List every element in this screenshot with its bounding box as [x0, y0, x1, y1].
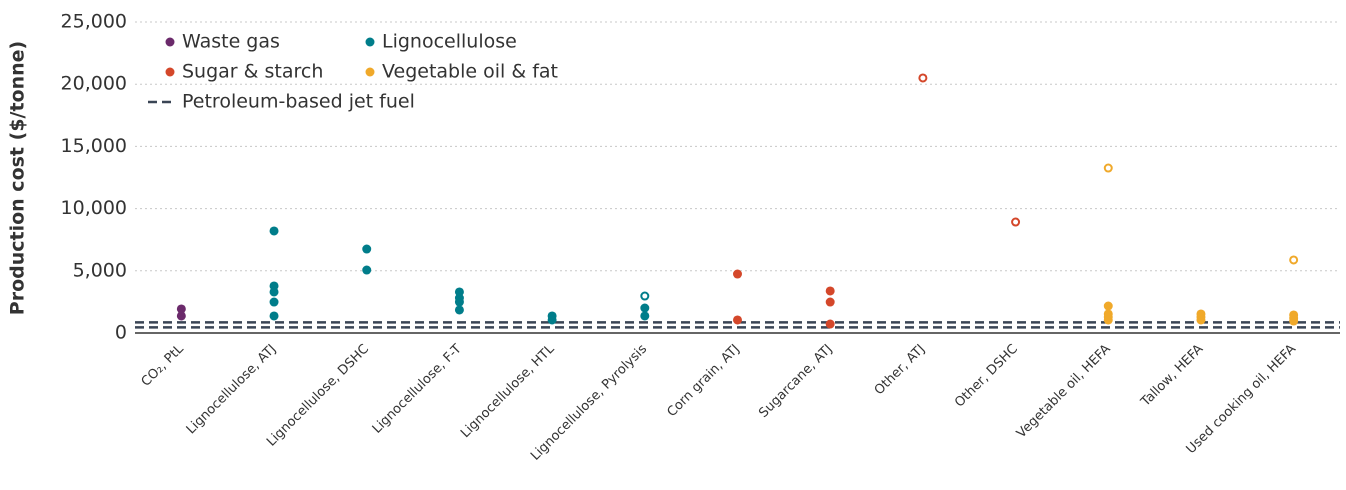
data-point — [640, 311, 650, 321]
data-point — [454, 297, 464, 307]
data-point — [454, 305, 464, 315]
x-tick-label: Vegetable oil, HEFA — [1014, 342, 1114, 442]
y-tick-label: 20,000 — [61, 73, 127, 95]
data-point — [1289, 316, 1299, 326]
x-tick-label: Tallow, HEFA — [1138, 342, 1207, 411]
data-point — [1103, 163, 1113, 173]
x-tick-label: Lignocellulose, HTL — [458, 341, 558, 441]
x-tick-label: Lignocellulose, ATJ — [184, 342, 280, 438]
data-point — [269, 287, 279, 297]
legend-label: Waste gas — [182, 31, 280, 53]
data-point — [269, 226, 279, 236]
data-point — [918, 73, 928, 83]
x-tick-label: Lignocellulose, DSHC — [264, 342, 372, 450]
legend-label: Vegetable oil & fat — [382, 61, 558, 83]
y-tick-label: 5,000 — [73, 259, 127, 281]
data-point — [1289, 255, 1299, 265]
legend-marker — [165, 67, 175, 77]
data-point — [176, 304, 186, 314]
x-tick-label: Used cooking oil, HEFA — [1184, 342, 1299, 457]
data-point — [733, 315, 742, 325]
data-point — [1011, 217, 1021, 227]
y-tick-label: 25,000 — [61, 11, 127, 33]
x-tick-label: Other, DSHC — [952, 342, 1021, 411]
data-point — [362, 244, 372, 254]
data-point — [1196, 315, 1206, 325]
data-point — [547, 315, 557, 325]
data-point — [269, 297, 279, 307]
x-tick-label: Sugarcane, ATJ — [756, 342, 835, 421]
y-tick-label: 10,000 — [61, 197, 127, 219]
data-point — [825, 319, 835, 329]
x-tick-label: Corn grain, ATJ — [664, 342, 742, 420]
data-point — [269, 311, 279, 321]
y-tick-label: 0 — [115, 322, 127, 344]
legend-marker — [165, 37, 175, 47]
data-point — [1103, 301, 1113, 311]
data-point — [176, 311, 186, 321]
y-tick-label: 15,000 — [61, 135, 127, 157]
data-point — [1103, 315, 1113, 325]
data-point — [640, 303, 650, 313]
x-tick-label: Lignocellulose, F-T — [370, 342, 465, 437]
legend-label: Lignocellulose — [382, 31, 517, 53]
legend-label: Petroleum-based jet fuel — [182, 91, 415, 113]
legend-marker — [365, 37, 375, 47]
data-point — [362, 265, 372, 275]
data-point — [640, 291, 650, 301]
data-point — [825, 297, 835, 307]
data-point — [733, 269, 742, 279]
legend-marker — [365, 67, 375, 77]
data-point — [825, 286, 835, 296]
x-tick-label: CO₂, PtL — [139, 341, 188, 390]
y-axis-title: Production cost ($/tonne) — [7, 41, 29, 315]
legend-label: Sugar & starch — [182, 61, 323, 83]
x-tick-label: Other, ATJ — [872, 342, 928, 398]
